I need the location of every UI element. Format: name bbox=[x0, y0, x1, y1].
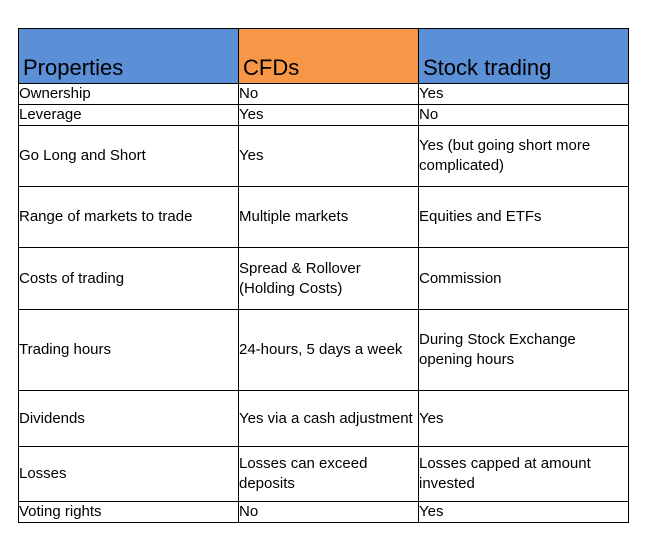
header-properties: Properties bbox=[18, 28, 239, 84]
table-row: Ownership No Yes bbox=[18, 83, 629, 105]
comparison-table: Properties CFDs Stock trading Ownership … bbox=[18, 28, 629, 523]
cfd-cell: Yes bbox=[238, 125, 419, 187]
table-row: Losses Losses can exceed deposits Losses… bbox=[18, 446, 629, 502]
table-row: Voting rights No Yes bbox=[18, 501, 629, 523]
cfd-cell: 24-hours, 5 days a week bbox=[238, 309, 419, 391]
stock-cell: During Stock Exchange opening hours bbox=[418, 309, 629, 391]
property-cell: Trading hours bbox=[18, 309, 239, 391]
property-cell: Voting rights bbox=[18, 501, 239, 523]
stock-cell: Losses capped at amount invested bbox=[418, 446, 629, 502]
property-cell: Range of markets to trade bbox=[18, 186, 239, 248]
table-row: Go Long and Short Yes Yes (but going sho… bbox=[18, 125, 629, 187]
property-cell: Dividends bbox=[18, 390, 239, 447]
header-cfds: CFDs bbox=[238, 28, 419, 84]
table-row: Trading hours 24-hours, 5 days a week Du… bbox=[18, 309, 629, 391]
stock-cell: Commission bbox=[418, 247, 629, 310]
table-row: Leverage Yes No bbox=[18, 104, 629, 126]
property-cell: Go Long and Short bbox=[18, 125, 239, 187]
cfd-cell: Yes bbox=[238, 104, 419, 126]
table-row: Range of markets to trade Multiple marke… bbox=[18, 186, 629, 248]
cfd-cell: Yes via a cash adjustment bbox=[238, 390, 419, 447]
property-cell: Leverage bbox=[18, 104, 239, 126]
property-cell: Costs of trading bbox=[18, 247, 239, 310]
cfd-cell: Multiple markets bbox=[238, 186, 419, 248]
stock-cell: Yes bbox=[418, 390, 629, 447]
cfd-cell: Losses can exceed deposits bbox=[238, 446, 419, 502]
stock-cell: No bbox=[418, 104, 629, 126]
property-cell: Ownership bbox=[18, 83, 239, 105]
header-row: Properties CFDs Stock trading bbox=[18, 28, 629, 84]
table-row: Costs of trading Spread & Rollover (Hold… bbox=[18, 247, 629, 310]
stock-cell: Equities and ETFs bbox=[418, 186, 629, 248]
stock-cell: Yes (but going short more complicated) bbox=[418, 125, 629, 187]
stock-cell: Yes bbox=[418, 501, 629, 523]
property-cell: Losses bbox=[18, 446, 239, 502]
header-stock-trading: Stock trading bbox=[418, 28, 629, 84]
stock-cell: Yes bbox=[418, 83, 629, 105]
cfd-cell: No bbox=[238, 83, 419, 105]
cfd-cell: No bbox=[238, 501, 419, 523]
table-row: Dividends Yes via a cash adjustment Yes bbox=[18, 390, 629, 447]
cfd-cell: Spread & Rollover (Holding Costs) bbox=[238, 247, 419, 310]
